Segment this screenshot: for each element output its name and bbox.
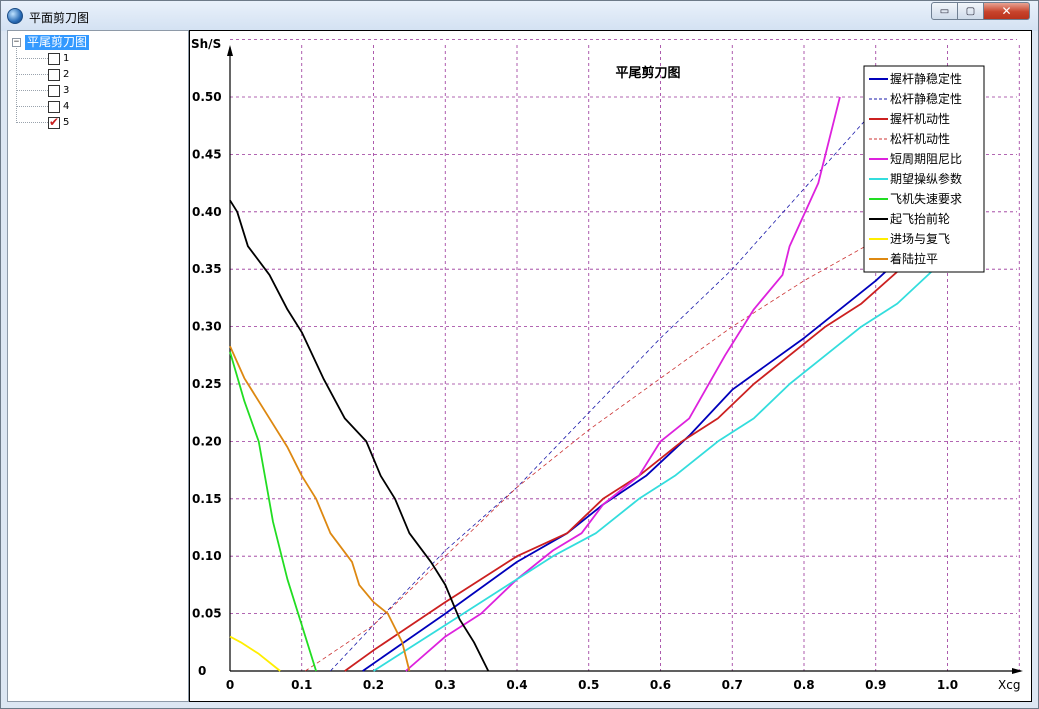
maximize-button[interactable]: ▢ (958, 2, 984, 20)
y-tick-label: 0.05 (192, 607, 222, 621)
y-axis-label: Sh/S (191, 37, 221, 51)
x-tick-label: 0.9 (865, 678, 886, 692)
tree-item-3[interactable]: 3 (17, 83, 69, 98)
y-tick-label: 0.20 (192, 434, 222, 448)
y-tick-label: 0.35 (192, 262, 222, 276)
x-axis-label: Xcg (998, 678, 1020, 692)
legend-label-1: 握杆静稳定性 (890, 71, 962, 86)
legend-label-10: 着陆拉平 (890, 251, 938, 266)
series-line-7 (229, 351, 317, 672)
axes (227, 45, 1023, 674)
x-tick-label: 0.6 (650, 678, 671, 692)
y-tick-label: 0.40 (192, 205, 222, 219)
legend-label-3: 握杆机动性 (890, 111, 950, 126)
checkbox-4[interactable] (48, 100, 60, 113)
tree-item-5[interactable]: 5 (17, 115, 69, 130)
series-lines (229, 96, 949, 672)
tree-item-4[interactable]: 4 (17, 99, 69, 114)
checkbox-5[interactable] (48, 115, 60, 129)
legend-label-8: 起飞抬前轮 (890, 211, 950, 226)
tree-panel: − 平尾剪刀图 1 2 3 4 5 (7, 30, 189, 702)
y-tick-label: 0 (198, 664, 206, 678)
tree-item-label: 1 (63, 53, 70, 64)
tree-item-label: 5 (63, 117, 70, 128)
y-tick-label: 0.15 (192, 492, 222, 506)
series-line-5 (405, 96, 841, 672)
chart-title: 平尾剪刀图 (615, 65, 680, 81)
minimize-button[interactable]: ▭ (931, 2, 958, 20)
x-tick-label: 1.0 (937, 678, 958, 692)
x-tick-label: 0.1 (291, 678, 312, 692)
scissor-plot-chart: 0 0.1 0.2 0.3 0.4 0.5 0.6 0.7 0.8 0.9 1.0 0 0.05 0.10… (191, 37, 1023, 692)
tree-root-label[interactable]: 平尾剪刀图 (25, 34, 90, 50)
x-tick-label: 0.2 (363, 678, 384, 692)
tree-item-2[interactable]: 2 (17, 67, 69, 82)
series-line-9 (229, 635, 281, 672)
tree-root[interactable]: − 平尾剪刀图 (12, 34, 90, 50)
title-bar[interactable]: 平面剪刀图 ▭ ▢ ✕ (1, 1, 1038, 31)
checkbox-1[interactable] (48, 52, 60, 65)
legend-label-7: 飞机失速要求 (890, 191, 962, 206)
legend: 握杆静稳定性松杆静稳定性握杆机动性松杆机动性短周期阻尼比期望操纵参数飞机失速要求… (863, 65, 985, 273)
app-globe-icon (7, 8, 23, 24)
series-line-3 (344, 228, 949, 672)
y-tick-label: 0.10 (192, 549, 222, 563)
legend-label-4: 松杆机动性 (890, 132, 950, 146)
y-tick-label: 0.25 (192, 377, 222, 391)
chart-panel: 0 0.1 0.2 0.3 0.4 0.5 0.6 0.7 0.8 0.9 1.0 0 0.05 0.10… (189, 30, 1032, 702)
x-tick-label: 0.8 (793, 678, 814, 692)
x-tick-label: 0.7 (722, 678, 743, 692)
collapse-icon[interactable]: − (12, 36, 21, 47)
y-axis-arrow-icon (227, 45, 233, 56)
series-line-6 (373, 262, 941, 672)
y-tick-label: 0.30 (192, 320, 222, 334)
tree-item-label: 3 (63, 85, 70, 96)
legend-label-6: 期望操纵参数 (890, 171, 962, 186)
close-button[interactable]: ✕ (984, 2, 1030, 20)
x-axis-arrow-icon (1012, 668, 1023, 674)
legend-label-9: 进场与复飞 (890, 232, 950, 246)
legend-box (863, 65, 985, 273)
window-title: 平面剪刀图 (29, 11, 90, 25)
series-line-10 (229, 345, 411, 672)
x-tick-label: 0 (226, 678, 234, 692)
y-tick-label: 0.45 (192, 147, 222, 161)
tree-item-1[interactable]: 1 (17, 51, 69, 66)
tick-labels: 0 0.1 0.2 0.3 0.4 0.5 0.6 0.7 0.8 0.9 1.0 0 0.05 0.10… (192, 90, 958, 692)
tree-item-label: 2 (63, 69, 70, 80)
series-line-1 (362, 234, 927, 672)
x-tick-label: 0.5 (578, 678, 599, 692)
legend-label-2: 松杆静稳定性 (890, 91, 962, 106)
checkbox-2[interactable] (48, 68, 60, 81)
tree-connector (16, 48, 17, 123)
window-controls: ▭ ▢ ✕ (931, 2, 1030, 21)
tree-item-label: 4 (63, 101, 70, 112)
series-line-2 (330, 108, 877, 672)
series-line-4 (305, 240, 876, 672)
y-tick-label: 0.50 (192, 90, 222, 104)
checkbox-3[interactable] (48, 84, 60, 97)
legend-label-5: 短周期阻尼比 (890, 152, 962, 166)
x-tick-label: 0.4 (506, 678, 527, 692)
x-tick-label: 0.3 (435, 678, 456, 692)
series-line-8 (229, 199, 490, 672)
